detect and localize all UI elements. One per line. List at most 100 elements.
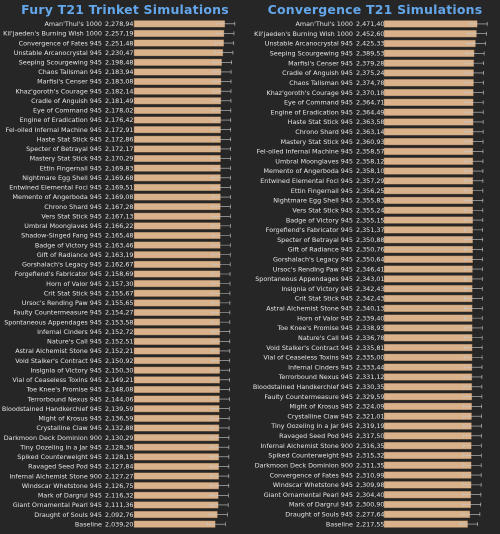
bar [133, 68, 222, 76]
value-label: 2,358,120 [356, 157, 389, 165]
category-label: Gift of Radiance 945 [37, 251, 102, 259]
value-label: 2,277,644 [356, 510, 389, 518]
category-label: Khaz'goroth's Courage 945 [267, 89, 354, 97]
bar-row: Mark of Dargrul 945 2,116,322 [38, 492, 229, 500]
bar-row: Nature's Call 945 2,336,789 [298, 334, 483, 342]
bar [383, 49, 475, 57]
value-label: 2,181,492 [105, 97, 138, 105]
bar [133, 318, 221, 326]
bar-row: Astral Alchemist Stone 945 2,340,137 [266, 305, 483, 313]
value-label: 2,163,466 [105, 241, 138, 249]
bar [383, 471, 472, 479]
value-label: 2,111,364 [105, 501, 138, 509]
bar [133, 135, 221, 143]
category-label: Ettin Fingernail 945 [291, 187, 353, 195]
bar [133, 212, 221, 220]
bar-row: Eye of Command 945 2,178,029 [33, 107, 232, 115]
bar [383, 226, 473, 234]
value-label: 2,155,655 [105, 299, 138, 307]
value-label: 2,425,330 [356, 40, 389, 48]
bar-row: Insignia of Victory 945 2,342,438 [281, 285, 483, 293]
bar [133, 280, 221, 288]
category-label: Baseline [75, 520, 102, 528]
bar [383, 98, 474, 106]
bar-row: Forgefiend's Fabricator 945 2,351,372 [266, 226, 483, 234]
value-label: 2,182,144 [105, 87, 138, 95]
bar-row: Baseline 2,039,207 [75, 520, 226, 528]
category-label: Terrorbound Nexus 945 [27, 395, 102, 403]
bar-row: Tiny Oozeling in a Jar 945 2,319,198 [270, 422, 482, 430]
value-label: 2,331,123 [356, 373, 389, 381]
bar-row: Haste Stat Stick 945 2,363,588 [288, 118, 484, 126]
value-label: 2,324,095 [356, 403, 389, 411]
bar [383, 392, 473, 401]
value-label: 2,132,887 [105, 424, 138, 432]
bar-row: Draught of Souls 945 2,277,644 [285, 510, 481, 518]
bar [133, 424, 220, 432]
bar [383, 520, 468, 528]
bar-row: Gift of Radiance 945 2,350,765 [288, 246, 483, 254]
value-label: 2,333,447 [356, 363, 389, 371]
bar-row: Insignia of Victory 945 2,150,309 [30, 366, 231, 374]
category-label: Darkmoon Deck Dominion 900 [4, 434, 102, 442]
category-label: Terrorbound Nexus 945 [278, 373, 353, 381]
bar-row: Terrorbound Nexus 945 2,144,060 [27, 395, 230, 403]
bar [133, 20, 226, 28]
bar [383, 442, 472, 450]
bar-row: Marfisi's Censer 945 2,183,088 [37, 78, 232, 86]
bar [133, 289, 221, 297]
bar-row: Infernal Alchemist Stone 900 2,316,357 [260, 442, 482, 450]
bar [133, 193, 221, 201]
value-label: 2,154,274 [105, 309, 138, 317]
category-label: Faulty Countermeasure 945 [264, 393, 353, 401]
bar-row: Unstable Arcanocrystal 945 2,230,474 [14, 49, 234, 57]
bar-row: Bloodstained Handkerchief 945 2,139,593 [2, 405, 230, 413]
bar [383, 334, 473, 342]
value-label: 2,169,687 [105, 174, 138, 182]
bar [383, 314, 473, 322]
bar [133, 443, 220, 451]
category-label: Crit Stat Stick 945 [44, 289, 102, 297]
category-label: Might of Krosus 945 [38, 415, 102, 423]
value-label: 2,342,438 [356, 285, 389, 293]
category-label: Windscar Whetstone 945 [22, 482, 102, 490]
category-label: Memento of Angerboda 945 [13, 193, 103, 201]
bar-row: Chaos Talisman 945 2,374,788 [289, 79, 484, 87]
fury-chart-title: Fury T21 Trinket Simulations [21, 2, 229, 17]
bar-row: Marfisi's Censer 945 2,379,282 [288, 59, 485, 67]
value-label: 2,374,788 [356, 79, 389, 87]
category-label: Insignia of Victory 945 [30, 366, 102, 374]
bar-row: Memento of Angerboda 945 2,169,084 [13, 193, 231, 201]
bar-row: Kil'jaeden's Burning Wish 1000 2,257,197 [3, 30, 235, 38]
category-label: Cradle of Anguish 945 [282, 69, 353, 77]
bar-row: Chrono Shard 945 2,363,140 [295, 128, 484, 136]
bar [383, 265, 473, 273]
bar-row: Eye of Command 945 2,364,714 [284, 98, 484, 107]
bar [133, 97, 222, 105]
value-label: 2,148,080 [105, 386, 138, 394]
bar [383, 69, 474, 77]
value-label: 2,338,931 [356, 324, 389, 332]
bar-row: Mastery Stat Stick 945 2,170,293 [30, 155, 231, 163]
bar-row: Astral Alchemist Stone 945 2,152,218 [15, 347, 231, 355]
bar [133, 145, 221, 153]
category-label: Chrono Shard 945 [295, 128, 353, 136]
value-label: 2,152,218 [105, 347, 138, 355]
category-label: Tiny Oozeling in a Jar 945 [19, 443, 102, 451]
bar-row: Windscar Whetstone 945 2,126,750 [22, 482, 230, 490]
category-label: Might of Krosus 945 [289, 403, 353, 411]
bar [133, 299, 221, 307]
category-label: Gorshalach's Legacy 945 [273, 255, 353, 263]
bar [383, 481, 472, 489]
category-label: Darkmoon Deck Dominion 900 [255, 461, 353, 469]
bar-row: Might of Krosus 945 2,136,598 [38, 415, 230, 423]
value-label: 2,330,353 [356, 383, 389, 391]
bar-row: Cradle of Anguish 945 2,375,249 [282, 69, 484, 77]
bar [133, 472, 219, 480]
bar [383, 30, 477, 38]
category-label: Horn of Valor 945 [297, 314, 353, 322]
bar [383, 324, 473, 332]
value-label: 2,157,308 [105, 280, 138, 288]
value-label: 2,039,207 [105, 520, 138, 528]
bar-row: Infernal Cinders 945 2,152,724 [37, 328, 231, 336]
